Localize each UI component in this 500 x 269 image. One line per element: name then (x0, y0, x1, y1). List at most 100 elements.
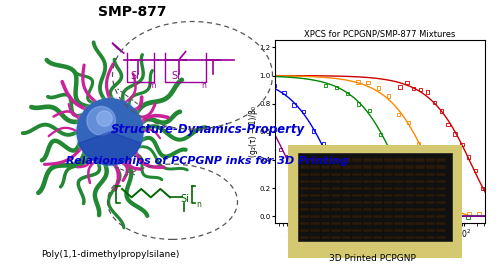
Point (344, 215, 351, 219)
Bar (436, 194, 446, 197)
X-axis label: τ [s]: τ [s] (370, 241, 390, 250)
Point (364, 80, 372, 85)
Bar (300, 194, 310, 197)
Bar (405, 229, 414, 232)
Bar (436, 165, 446, 169)
Bar (394, 215, 404, 218)
Point (290, 103, 298, 107)
Bar (352, 194, 362, 197)
Point (430, 101, 438, 105)
Bar (342, 187, 351, 190)
Circle shape (75, 97, 145, 167)
Bar (394, 165, 404, 169)
Bar (310, 187, 320, 190)
Point (297, 185, 305, 189)
Bar (415, 229, 425, 232)
Bar (342, 201, 351, 204)
Bar (300, 172, 309, 176)
Point (322, 83, 330, 87)
Bar (373, 215, 383, 218)
Point (396, 85, 404, 89)
Bar (363, 158, 372, 161)
Title: XPCS for PCPGNP/SMP-877 Mixtures: XPCS for PCPGNP/SMP-877 Mixtures (304, 29, 456, 38)
Bar (363, 201, 372, 204)
Bar (331, 222, 341, 225)
Bar (342, 172, 351, 176)
Bar (331, 201, 341, 204)
Bar (363, 236, 372, 239)
Bar (384, 229, 394, 232)
Bar (331, 215, 341, 218)
Bar (394, 180, 404, 183)
Bar (426, 187, 436, 190)
Bar (373, 180, 383, 183)
Point (354, 102, 362, 106)
Bar (426, 194, 436, 197)
Bar (300, 215, 310, 218)
Bar (415, 236, 425, 239)
Bar (426, 229, 435, 232)
Circle shape (77, 99, 143, 165)
Bar (363, 222, 372, 225)
Bar (363, 229, 372, 232)
Bar (384, 165, 394, 169)
Bar (373, 158, 383, 161)
Bar (405, 165, 414, 169)
Bar (310, 172, 320, 176)
Bar (405, 208, 414, 211)
Bar (321, 236, 330, 239)
Point (369, 213, 377, 218)
Bar (426, 222, 436, 225)
Point (300, 109, 308, 114)
Bar (342, 208, 351, 211)
Bar (405, 215, 414, 218)
Bar (310, 158, 320, 161)
Point (445, 202, 453, 206)
Bar (373, 222, 383, 225)
Bar (310, 236, 320, 239)
Bar (415, 180, 425, 183)
Bar (415, 165, 425, 169)
Bar (363, 194, 372, 197)
Bar (363, 165, 372, 169)
Bar (436, 208, 446, 211)
Point (475, 211, 483, 215)
Bar (373, 208, 382, 211)
Bar (352, 208, 362, 211)
Bar (342, 158, 351, 161)
Bar (310, 229, 320, 232)
Bar (394, 208, 404, 211)
Bar (331, 158, 341, 161)
Bar (310, 208, 320, 211)
Bar (352, 201, 362, 204)
Bar (300, 208, 310, 211)
Bar (394, 172, 404, 176)
Bar (405, 172, 414, 176)
Point (330, 212, 338, 217)
Point (472, 168, 480, 172)
Bar (384, 201, 393, 204)
Bar (405, 222, 414, 225)
Bar (342, 222, 351, 225)
Bar (363, 180, 372, 183)
Bar (373, 165, 383, 169)
Bar (405, 180, 414, 183)
Bar (363, 172, 372, 176)
Bar (436, 215, 446, 218)
Bar (373, 236, 383, 239)
Point (384, 94, 392, 98)
Text: m: m (148, 81, 156, 90)
Bar (405, 158, 414, 161)
Bar (352, 236, 362, 239)
Point (317, 210, 325, 214)
Bar (426, 201, 435, 204)
Point (404, 120, 412, 124)
Bar (321, 194, 330, 197)
Bar (373, 172, 382, 176)
Bar (310, 165, 320, 169)
Bar (436, 172, 446, 176)
Bar (436, 187, 446, 190)
Point (416, 88, 424, 92)
Bar (405, 201, 414, 204)
Point (310, 207, 318, 212)
